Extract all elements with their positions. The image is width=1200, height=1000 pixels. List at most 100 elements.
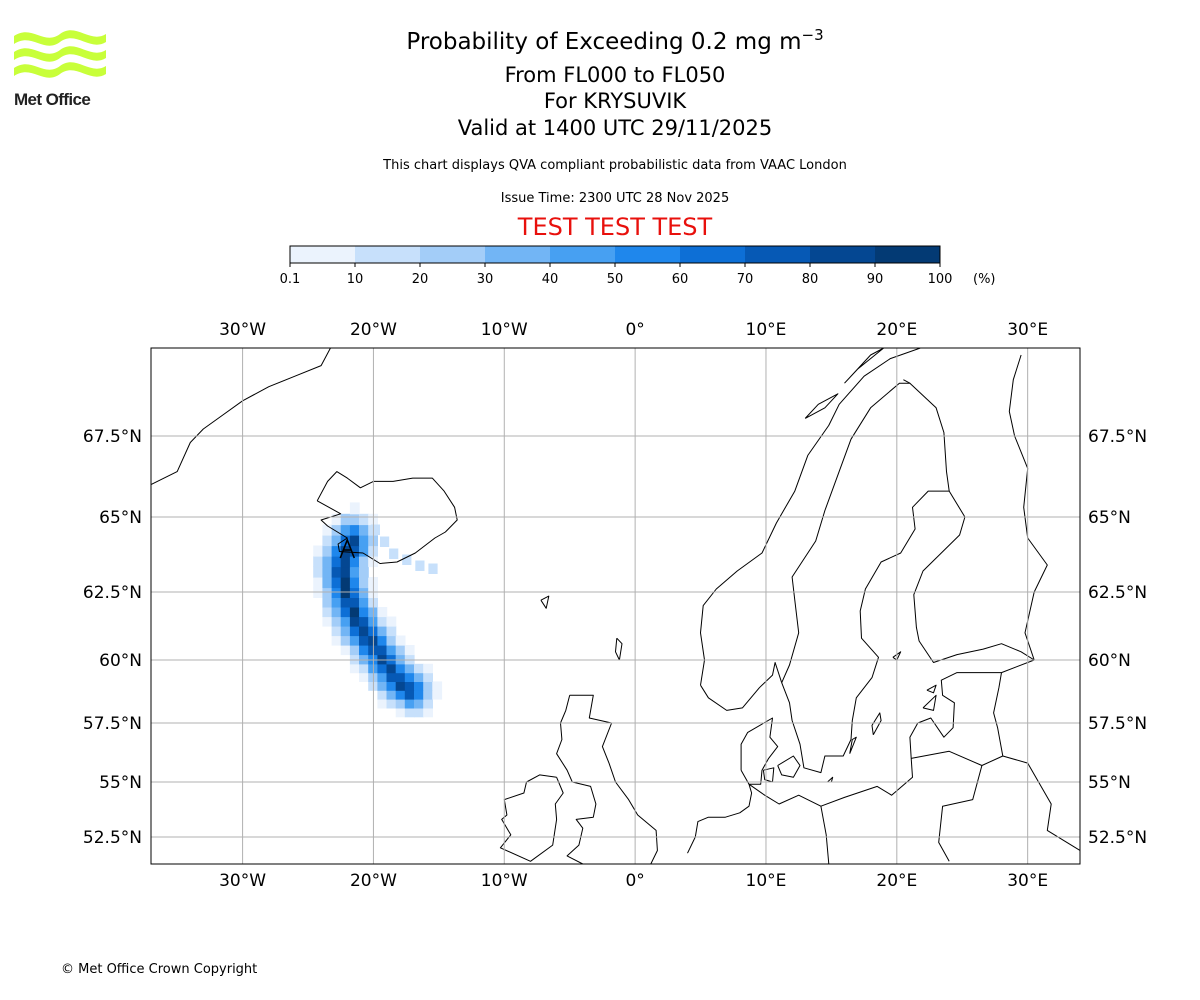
bornholm-coast xyxy=(827,776,834,783)
jan-mayen-coast xyxy=(519,310,528,321)
lat-label-left: 60°N xyxy=(99,651,142,671)
colorbar-segment xyxy=(615,246,681,263)
lon-label-bottom: 10°W xyxy=(481,871,528,891)
plume-cell xyxy=(377,699,388,709)
plume-cell xyxy=(340,577,351,589)
lat-label-right: 60°N xyxy=(1088,651,1131,671)
poland-border xyxy=(820,806,830,864)
plume-cell xyxy=(331,545,342,557)
lat-label-right: 57.5°N xyxy=(1088,714,1147,734)
plume-cell xyxy=(404,690,415,700)
lon-label-bottom: 30°E xyxy=(1007,871,1048,891)
saaremaa-coast xyxy=(922,694,937,711)
plume-cell xyxy=(359,513,369,526)
plume-cell xyxy=(377,607,388,618)
plume-cell xyxy=(395,645,406,656)
plume-cell xyxy=(377,690,388,700)
lat-label-left: 67.5°N xyxy=(83,427,142,447)
colorbar-tick-label: 80 xyxy=(802,272,819,287)
plume-cell xyxy=(404,672,415,682)
lat-label-right: 52.5°N xyxy=(1088,828,1147,848)
colorbar-tick-label: 50 xyxy=(607,272,624,287)
plume-cell xyxy=(377,681,388,691)
plume-cell xyxy=(402,554,412,565)
plume-cell xyxy=(359,545,369,557)
plume-cell xyxy=(331,616,342,627)
britain-west-coast xyxy=(556,695,597,864)
plume-cell xyxy=(359,607,369,618)
plume-cell xyxy=(395,681,406,691)
plume-cell xyxy=(340,626,351,637)
colorbar-segment xyxy=(550,246,616,263)
title-text: Probability of Exceeding 0.2 mg m xyxy=(406,29,802,55)
plume-cell xyxy=(359,672,369,682)
wave-logo-icon xyxy=(14,30,106,78)
norway-coast xyxy=(700,348,921,686)
plume-cell xyxy=(395,672,406,682)
plume-cell xyxy=(340,566,351,578)
lon-label-bottom: 30°W xyxy=(219,871,266,891)
colorbar-segment xyxy=(810,246,876,263)
ireland-coast xyxy=(499,774,564,862)
plume-cell xyxy=(322,577,333,589)
plume-cell xyxy=(377,663,388,674)
plume-cell xyxy=(359,597,369,608)
chart-title: Probability of Exceeding 0.2 mg m−3 xyxy=(0,26,1200,55)
plume-cell xyxy=(386,635,397,646)
plume-cell xyxy=(340,587,351,598)
plume-cell xyxy=(340,607,351,618)
lon-label-bottom: 20°E xyxy=(876,871,917,891)
lon-label-top: 30°W xyxy=(219,320,266,340)
plume-cell xyxy=(349,626,360,637)
plume-cell xyxy=(389,548,399,559)
plume-cell xyxy=(349,556,360,568)
plume-cell xyxy=(395,707,406,718)
plume-cell xyxy=(331,535,342,547)
plume-cell xyxy=(359,626,369,637)
lon-label-bottom: 0° xyxy=(625,871,644,891)
colorbar-tick-label: 100 xyxy=(928,272,953,287)
lon-label-bottom: 10°E xyxy=(746,871,787,891)
plume-cell xyxy=(340,645,351,656)
plume-cell xyxy=(359,587,369,598)
plume-cell xyxy=(386,663,397,674)
plume-cell xyxy=(313,556,323,568)
finland-coast xyxy=(913,490,1035,663)
colorbar-tick-label: 20 xyxy=(412,272,429,287)
flight-levels: From FL000 to FL050 xyxy=(504,63,726,87)
plume-cell xyxy=(340,616,351,627)
plume-cell xyxy=(349,635,360,646)
met-office-logo: Met Office xyxy=(14,28,106,110)
plume-cell xyxy=(322,556,333,568)
lon-label-top: 30°E xyxy=(1007,320,1048,340)
plume-cell xyxy=(423,672,433,682)
plume-cell xyxy=(380,536,390,547)
colorbar-segment xyxy=(420,246,486,263)
sweden-norway-border xyxy=(781,382,910,683)
plume-cell xyxy=(349,535,360,547)
oland-coast xyxy=(849,736,857,754)
plume-cell xyxy=(423,690,433,700)
plume-cell xyxy=(340,535,351,547)
volcano-name: For KRYSUVIK xyxy=(543,89,687,113)
greenland-coast xyxy=(151,348,332,486)
netherlands-coast xyxy=(687,784,753,854)
plume-cell xyxy=(349,616,360,627)
plume-cell xyxy=(386,616,397,627)
plume-cell xyxy=(340,545,351,557)
logo-text: Met Office xyxy=(14,90,91,109)
lat-label-left: 57.5°N xyxy=(83,714,142,734)
plume-cell xyxy=(414,699,424,709)
plume-cell xyxy=(414,663,424,674)
lon-label-top: 20°E xyxy=(876,320,917,340)
colorbar-segment xyxy=(745,246,811,263)
fyn-coast xyxy=(762,767,775,783)
plume-cell xyxy=(340,597,351,608)
lon-label-top: 0° xyxy=(625,320,644,340)
plume-cell xyxy=(313,577,323,589)
russia-west-border xyxy=(1002,755,1080,851)
colorbar-tick-label: 70 xyxy=(737,272,754,287)
lat-label-right: 55°N xyxy=(1088,773,1131,793)
hiiumaa-coast xyxy=(926,684,937,694)
